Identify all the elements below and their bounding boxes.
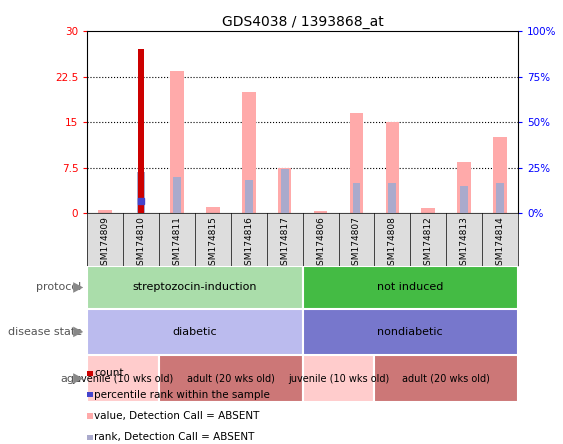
Text: adult (20 wks old): adult (20 wks old) [402,373,490,384]
Text: disease state: disease state [7,327,82,337]
Bar [374,355,518,402]
Bar [173,177,181,213]
Text: GSM174815: GSM174815 [208,216,217,271]
Polygon shape [73,282,83,293]
Polygon shape [73,373,83,384]
Bar [388,183,396,213]
Bar [303,309,518,355]
Bar [159,355,303,402]
Text: juvenile (10 wks old): juvenile (10 wks old) [73,373,174,384]
Bar [87,266,303,309]
Title: GDS4038 / 1393868_at: GDS4038 / 1393868_at [222,15,383,29]
Text: juvenile (10 wks old): juvenile (10 wks old) [288,373,389,384]
Text: GSM174813: GSM174813 [459,216,468,271]
Text: count: count [94,369,123,378]
Bar [206,207,220,213]
Text: GSM174806: GSM174806 [316,216,325,271]
Text: age: age [61,373,82,384]
Text: not induced: not induced [377,282,444,293]
Bar [496,183,504,213]
Text: value, Detection Call = ABSENT: value, Detection Call = ABSENT [94,411,260,421]
Bar [352,183,360,213]
Bar [281,170,289,213]
Text: GSM174810: GSM174810 [137,216,146,271]
Bar [350,113,363,213]
Bar [245,180,253,213]
Text: GSM174816: GSM174816 [244,216,253,271]
Bar [242,92,256,213]
Text: GSM174809: GSM174809 [101,216,110,271]
Text: nondiabetic: nondiabetic [377,327,443,337]
Bar [99,210,112,213]
Bar [493,137,507,213]
Text: GSM174811: GSM174811 [172,216,181,271]
Bar [460,186,468,213]
Text: diabetic: diabetic [173,327,217,337]
Text: GSM174817: GSM174817 [280,216,289,271]
Bar [303,355,374,402]
Bar [170,71,184,213]
Text: percentile rank within the sample: percentile rank within the sample [94,390,270,400]
Bar [386,122,399,213]
Bar [87,309,303,355]
Text: rank, Detection Call = ABSENT: rank, Detection Call = ABSENT [94,432,254,442]
Bar [138,49,144,213]
Bar [137,172,145,213]
Text: GSM174808: GSM174808 [388,216,397,271]
Bar [87,355,159,402]
Bar [303,266,518,309]
Text: GSM174812: GSM174812 [424,216,433,270]
Bar [422,208,435,213]
Text: GSM174807: GSM174807 [352,216,361,271]
Text: streptozocin-induction: streptozocin-induction [133,282,257,293]
Bar [457,162,471,213]
Text: adult (20 wks old): adult (20 wks old) [187,373,275,384]
Text: GSM174814: GSM174814 [495,216,504,270]
Polygon shape [73,327,83,337]
Text: protocol: protocol [37,282,82,293]
Bar [278,168,292,213]
Bar [314,211,327,213]
